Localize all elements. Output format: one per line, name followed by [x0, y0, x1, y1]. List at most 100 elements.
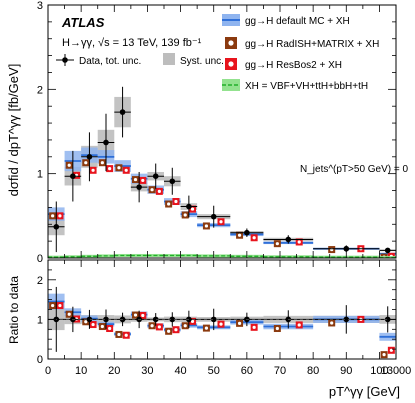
ratio-radish-dot-4 [117, 332, 121, 337]
x-tick-label-21: 13000 [381, 365, 412, 377]
top-resbos-dot-3 [108, 167, 112, 171]
ratio-radish-dot-1 [67, 312, 71, 316]
ratio-radish-dot-5 [133, 313, 138, 317]
ratio-radish-dot-3 [100, 324, 104, 329]
y-axis-title: dσfid / dpT^γγ [fb/GeV] [6, 64, 21, 197]
ratio-resbos-dot-3 [108, 326, 112, 331]
top-data-point-12 [343, 245, 350, 252]
ratio-resbos-dot-11 [297, 323, 301, 327]
top-data-point-10 [244, 229, 250, 236]
top-data-point-1 [70, 173, 76, 179]
top-data-point-9 [210, 213, 217, 220]
top-data-point-11 [285, 236, 292, 243]
x-tick-label-0: 0 [45, 365, 51, 377]
ratio-radish-dot-2 [84, 320, 88, 324]
bottom-frame [47, 259, 397, 360]
x-tick-label-4: 20 [108, 365, 120, 377]
top-ytick-label-1: 1 [37, 169, 43, 181]
top-data-point-3 [103, 139, 109, 146]
ratio-radish-dot-12 [330, 321, 334, 325]
top-resbos-dot-5 [141, 178, 145, 183]
top-data-point-6 [152, 173, 159, 179]
ratio-radish-dot-0 [51, 303, 55, 308]
ratio-ytick-label-0: 0 [37, 354, 43, 366]
legend-data-marker [62, 57, 68, 63]
legend: Data, tot. unc. Syst. unc. gg→H default … [56, 14, 379, 92]
top-radish-dot-3 [100, 161, 104, 165]
ratio-data-point-9 [210, 316, 217, 323]
top-resbos-dot-8 [190, 207, 195, 211]
ratio-resbos-dot-9 [219, 322, 223, 326]
top-frame [47, 4, 397, 259]
ratio-mc-curves [48, 293, 396, 359]
top-data-point-4 [119, 109, 126, 115]
ratio-resbos-dot-4 [124, 333, 128, 337]
top-radish-dot-2 [84, 161, 88, 165]
top-data-point-13 [384, 247, 391, 254]
legend-data: Data, tot. unc. [56, 54, 141, 67]
x-tick-label-18: 90 [340, 365, 352, 377]
legend-xh: XH = VBF+VH+ttH+bbH+tH [222, 79, 368, 92]
ratio-resbos-dot-6 [157, 325, 161, 329]
top-data-point-8 [186, 203, 192, 210]
top-radish-dot-0 [51, 214, 55, 218]
top-radish-dot-10 [237, 233, 242, 237]
top-resbos-dot-11 [297, 240, 301, 244]
top-data-point-2 [86, 154, 93, 160]
top-resbos-dot-0 [58, 214, 62, 218]
ratio-radish-dot-9 [204, 326, 209, 330]
ratio-ytick-label-2: 2 [37, 275, 43, 287]
ratio-data-point-7 [169, 316, 176, 323]
top-resbos-dot-4 [124, 168, 128, 172]
x-tick-label-2: 10 [75, 365, 87, 377]
top-resbos-dot-9 [219, 220, 223, 224]
top-resbos-dot-6 [157, 189, 161, 193]
legend-default-mc: gg→H default MC + XH [222, 14, 350, 27]
top-data-point-5 [136, 184, 142, 190]
legend-data-label: Data, tot. unc. [79, 56, 141, 67]
x-tick-label-6: 30 [141, 365, 153, 377]
legend-xh-label: XH = VBF+VH+ttH+bbH+tH [245, 81, 368, 92]
x-tick-label-12: 60 [241, 365, 253, 377]
legend-syst-label: Syst. unc. [180, 56, 224, 67]
top-ytick-label-2: 2 [37, 84, 43, 96]
top-resbos-dot-10 [252, 236, 256, 240]
legend-radish: gg→H RadISH+MATRIX + XH [225, 37, 379, 50]
top-data-points [48, 86, 396, 254]
ratio-resbos-dot-10 [252, 325, 256, 329]
ratio-data-point-6 [152, 316, 159, 323]
ratio-radish-dot-7 [167, 329, 171, 333]
ratio-radish-dot-13 [382, 353, 386, 357]
legend-syst: Syst. unc. [163, 53, 224, 67]
x-tick-label-8: 40 [174, 365, 186, 377]
ratio-resbos-dot-5 [141, 313, 145, 318]
ratio-radish-dot-6 [150, 324, 154, 328]
legend-default-mc-label: gg→H default MC + XH [245, 16, 350, 27]
ratio-data-point-12 [343, 316, 350, 323]
process-label: H→γγ, √s = 13 TeV, 139 fb⁻¹ [62, 37, 202, 49]
jet-selection-label: N_jets^(pT>50 GeV) = 0 [300, 164, 409, 175]
ratio-radish-dot-11 [275, 326, 279, 331]
ratio-axis-title: Ratio to data [7, 276, 21, 344]
ratio-data-point-13 [384, 316, 391, 323]
ratio-data-point-3 [103, 316, 109, 323]
top-ytick-label-3: 3 [37, 0, 43, 12]
ratio-resbos-dot-8 [190, 319, 195, 323]
ratio-data-point-2 [86, 316, 93, 323]
top-resbos-dot-7 [174, 199, 178, 204]
x-tick-label-16: 80 [307, 365, 319, 377]
top-radish-dot-7 [167, 202, 171, 206]
ratio-radish-dot-10 [237, 321, 242, 325]
ratio-resbos-dot-2 [91, 322, 95, 327]
legend-resbos: gg→H ResBos2 + XH [225, 58, 342, 71]
top-resbos-dot-2 [91, 168, 95, 172]
top-radish-dot-6 [150, 188, 154, 192]
top-data-point-0 [53, 223, 60, 230]
x-tick-label-20: 100 [370, 365, 388, 377]
top-radish-dot-5 [133, 177, 138, 182]
experiment-label: ATLAS [61, 15, 105, 30]
top-radish-dot-9 [204, 224, 209, 228]
x-axis-title: pT^γγ [GeV] [329, 384, 400, 399]
